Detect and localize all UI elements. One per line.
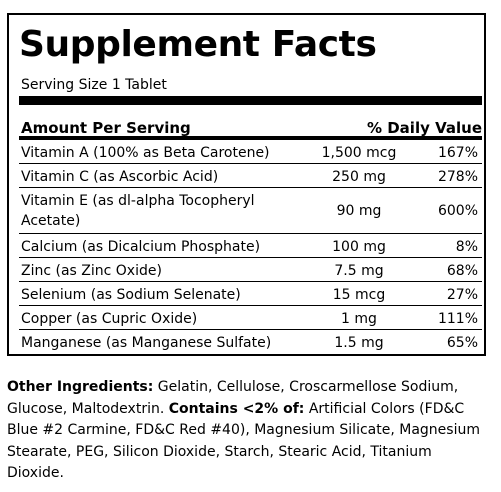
nutrient-amount: 15 mcg [332, 287, 386, 303]
nutrient-amount: 1,500 mcg [321, 145, 397, 161]
nutrient-daily-value: 65% [446, 335, 478, 351]
nutrient-amount: 90 mg [336, 203, 382, 219]
nutrient-table: Vitamin A (100% as Beta Carotene) 1,500 … [19, 140, 482, 354]
nutrient-amount: 1 mg [341, 311, 377, 327]
serving-size: Serving Size 1 Tablet [21, 77, 167, 93]
thick-divider [19, 96, 482, 105]
table-row: Selenium (as Sodium Selenate) 15 mcg 27% [19, 282, 482, 306]
nutrient-name: Selenium (as Sodium Selenate) [21, 287, 241, 303]
header-amount-per-serving: Amount Per Serving [21, 119, 191, 137]
table-header: Amount Per Serving % Daily Value [19, 105, 482, 137]
nutrient-daily-value: 167% [437, 145, 478, 161]
table-row: Vitamin E (as dl-alpha Tocopheryl Acetat… [19, 188, 482, 234]
nutrient-amount: 7.5 mg [334, 263, 384, 279]
nutrient-name: Calcium (as Dicalcium Phosphate) [21, 239, 261, 255]
ingredients-statement: Other Ingredients: Gelatin, Cellulose, C… [7, 377, 493, 485]
nutrient-daily-value: 600% [437, 203, 478, 219]
header-divider [19, 136, 482, 140]
other-ingredients-text: Gelatin, Cellulose, Croscarmellose Sodiu… [7, 379, 459, 417]
table-row: Vitamin C (as Ascorbic Acid) 250 mg 278% [19, 164, 482, 188]
nutrient-name: Vitamin E (as dl-alpha Tocopheryl Acetat… [21, 193, 255, 229]
contains-text: Artificial Colors (FD&C Blue #2 Carmine,… [7, 400, 480, 482]
table-row: Calcium (as Dicalcium Phosphate) 100 mg … [19, 234, 482, 258]
nutrient-amount: 100 mg [332, 239, 386, 255]
nutrient-name: Manganese (as Manganese Sulfate) [21, 335, 272, 351]
nutrient-amount: 1.5 mg [334, 335, 384, 351]
nutrient-daily-value: 111% [437, 311, 478, 327]
supplement-facts-panel: Supplement Facts Serving Size 1 Tablet A… [7, 13, 486, 356]
nutrient-daily-value: 68% [446, 263, 478, 279]
other-ingredients-label: Other Ingredients: [7, 379, 154, 395]
contains-label: Contains <2% of: [168, 400, 305, 417]
table-row: Vitamin A (100% as Beta Carotene) 1,500 … [19, 140, 482, 164]
header-daily-value: % Daily Value [366, 119, 482, 137]
panel-title: Supplement Facts [19, 24, 377, 65]
nutrient-daily-value: 8% [455, 239, 478, 255]
nutrient-name: Vitamin A (100% as Beta Carotene) [21, 145, 270, 161]
nutrient-daily-value: 27% [446, 287, 478, 303]
table-row: Manganese (as Manganese Sulfate) 1.5 mg … [19, 330, 482, 354]
table-row: Zinc (as Zinc Oxide) 7.5 mg 68% [19, 258, 482, 282]
nutrient-name: Zinc (as Zinc Oxide) [21, 263, 162, 279]
table-row: Copper (as Cupric Oxide) 1 mg 111% [19, 306, 482, 330]
nutrient-name: Copper (as Cupric Oxide) [21, 311, 198, 327]
nutrient-amount: 250 mg [332, 169, 386, 185]
nutrient-name: Vitamin C (as Ascorbic Acid) [21, 169, 219, 185]
nutrient-daily-value: 278% [437, 169, 478, 185]
